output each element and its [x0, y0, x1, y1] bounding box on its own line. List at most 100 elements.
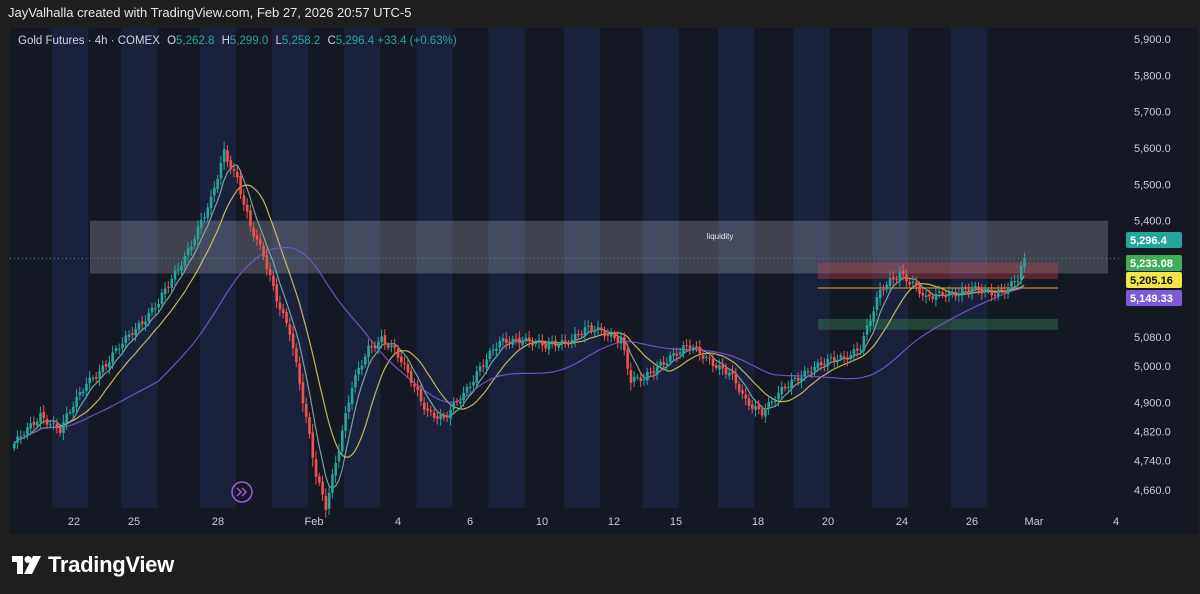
candle	[875, 291, 879, 316]
candle-body	[131, 333, 134, 335]
candle	[937, 285, 941, 299]
candle-body	[793, 377, 797, 379]
candle	[547, 337, 551, 356]
y-tick-label: 5,800.0	[1134, 70, 1171, 82]
candle	[111, 345, 114, 369]
last-price-badge-box	[1126, 232, 1182, 248]
candle	[393, 338, 397, 355]
candle-body	[390, 345, 393, 347]
candle-body	[360, 365, 364, 370]
candle-body	[193, 239, 196, 246]
candle-body	[905, 274, 908, 282]
candle-body	[49, 424, 52, 426]
candle	[259, 233, 262, 251]
candle-body	[783, 386, 787, 389]
candle-body	[472, 381, 475, 386]
candle	[62, 414, 65, 441]
candle-body	[199, 220, 203, 228]
session-band	[564, 28, 601, 508]
candle-body	[587, 325, 590, 327]
candle	[386, 342, 390, 351]
candle	[318, 472, 321, 487]
candle-body	[777, 392, 780, 400]
candle-body	[334, 462, 338, 476]
candle	[508, 336, 511, 349]
candle-body	[367, 345, 370, 358]
candle	[1019, 260, 1023, 285]
candle-body	[885, 284, 889, 290]
candle	[596, 320, 600, 337]
candle	[308, 412, 311, 439]
candle-body	[291, 333, 295, 349]
candle	[908, 278, 912, 288]
close-value: 5,296.4	[335, 35, 375, 47]
candle	[127, 330, 131, 342]
candle	[1006, 282, 1010, 299]
candle	[541, 334, 544, 352]
candle-body	[688, 345, 692, 349]
candle	[373, 341, 377, 353]
candle-body	[252, 227, 256, 237]
candle	[150, 303, 154, 317]
candle	[659, 358, 662, 369]
candle-body	[823, 364, 826, 366]
candle-body	[308, 417, 311, 434]
candle	[514, 333, 518, 345]
candle-body	[957, 294, 961, 296]
candle-body	[127, 334, 131, 337]
candle	[580, 330, 584, 339]
candle-body	[219, 162, 223, 179]
candle-body	[869, 320, 872, 326]
candle	[760, 405, 764, 419]
candle-body	[918, 285, 921, 294]
candle-body	[560, 340, 564, 345]
candle-body	[816, 362, 820, 369]
candle-body	[711, 358, 715, 367]
candle-body	[196, 226, 200, 240]
candle-body	[403, 362, 406, 364]
candle	[275, 278, 278, 308]
candle	[531, 337, 534, 351]
candle-body	[770, 401, 774, 403]
candle-body	[1023, 258, 1026, 267]
candle	[993, 288, 997, 301]
candle-body	[337, 450, 341, 462]
price-chart[interactable]: liquidity 5,900.0 5,800.0 5,700.0 5,600.0 5,5…	[10, 28, 1198, 534]
candle-body	[977, 286, 980, 291]
candle	[65, 406, 69, 430]
candle	[1010, 277, 1013, 291]
fast-ma-badge-box	[1126, 255, 1182, 271]
candle	[888, 271, 892, 293]
candle-body	[462, 392, 465, 401]
candle-body	[452, 402, 456, 410]
chart-panel[interactable]: liquidity 5,900.0 5,800.0 5,700.0 5,600.0 5,5…	[10, 28, 1198, 534]
x-tick-label: Mar	[1025, 516, 1044, 528]
candle	[915, 276, 918, 292]
open-label: O	[167, 35, 177, 47]
high-value: 5,299.0	[229, 35, 269, 47]
candle	[987, 287, 990, 294]
candle-body	[442, 415, 446, 418]
candle	[790, 372, 793, 396]
candle-body	[567, 342, 570, 345]
candle-body	[423, 402, 426, 410]
candle	[295, 343, 298, 368]
candle	[249, 204, 252, 232]
candle	[793, 374, 797, 382]
candle	[934, 287, 938, 307]
candle	[390, 339, 393, 353]
candle	[590, 322, 593, 335]
candle-body	[760, 408, 764, 416]
candle	[587, 320, 590, 333]
candle	[869, 314, 872, 333]
session-band	[199, 28, 237, 508]
candle-body	[29, 423, 32, 429]
candle-body	[321, 481, 324, 495]
candle	[39, 406, 42, 429]
candle	[901, 264, 905, 281]
replay-icon-ring	[231, 481, 253, 503]
candle-body	[836, 360, 839, 363]
x-tick-label: 25	[128, 516, 140, 528]
candle-body	[524, 337, 528, 340]
candle	[245, 197, 249, 219]
